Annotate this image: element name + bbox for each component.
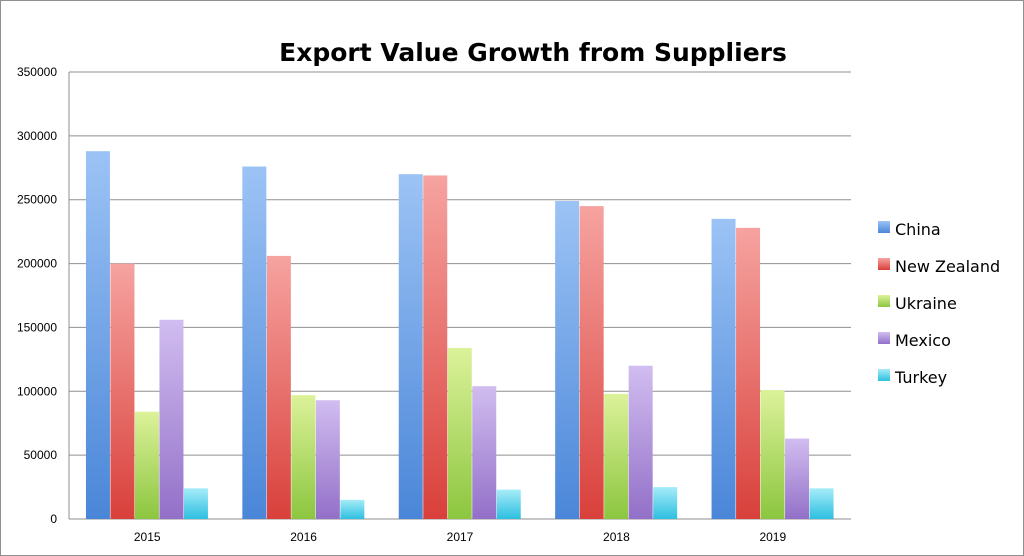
y-tick-label: 150000 — [17, 320, 57, 334]
x-tick-label: 2019 — [759, 530, 786, 544]
legend-label-china: China — [895, 220, 941, 239]
bar-turkey-2019 — [809, 488, 834, 519]
bar-china-2017 — [398, 174, 423, 519]
bars — [85, 151, 834, 519]
bar-ukraine-2019 — [760, 390, 785, 519]
legend-swatch-china — [878, 221, 890, 233]
y-tick-label: 300000 — [17, 129, 57, 143]
bar-china-2015 — [85, 151, 110, 519]
bar-mexico-2017 — [472, 386, 497, 519]
chart-title: Export Value Growth from Suppliers — [279, 38, 787, 67]
y-tick-label: 50000 — [24, 448, 58, 462]
bar-ukraine-2018 — [604, 393, 629, 519]
x-axis-ticks: 2015 2016 2017 2018 2019 — [134, 530, 787, 544]
y-tick-label: 100000 — [17, 384, 57, 398]
y-axis-ticks: 0 50000 100000 150000 200000 250000 300000 3500… — [17, 65, 57, 526]
y-tick-label: 200000 — [17, 257, 57, 271]
legend-swatch-ukraine — [878, 295, 890, 307]
bar-new-zealand-2018 — [579, 206, 604, 519]
legend-label-ukraine: Ukraine — [895, 294, 957, 313]
y-tick-label: 350000 — [17, 65, 57, 79]
legend-label-mexico: Mexico — [895, 331, 951, 350]
x-tick-label: 2015 — [134, 530, 161, 544]
bar-new-zealand-2017 — [423, 175, 448, 519]
bar-new-zealand-2015 — [110, 263, 135, 519]
bar-china-2016 — [242, 166, 267, 519]
legend-swatch-new-zealand — [878, 258, 890, 270]
bar-new-zealand-2016 — [266, 255, 291, 519]
bar-turkey-2017 — [496, 489, 521, 519]
bar-mexico-2018 — [628, 365, 653, 519]
x-tick-label: 2018 — [603, 530, 630, 544]
legend: China New Zealand Ukraine Mexico Turkey — [878, 220, 1000, 387]
bar-mexico-2019 — [785, 438, 810, 519]
legend-swatch-turkey — [878, 369, 890, 381]
bar-mexico-2015 — [159, 319, 184, 519]
bar-mexico-2016 — [315, 400, 340, 519]
x-tick-label: 2016 — [290, 530, 317, 544]
bar-turkey-2018 — [653, 487, 678, 519]
bar-turkey-2015 — [183, 488, 208, 519]
bar-new-zealand-2019 — [736, 227, 761, 519]
bar-china-2018 — [555, 200, 580, 519]
bar-ukraine-2017 — [447, 347, 472, 519]
y-tick-label: 0 — [50, 512, 57, 526]
legend-swatch-mexico — [878, 332, 890, 344]
bar-ukraine-2016 — [291, 395, 316, 519]
legend-label-turkey: Turkey — [894, 368, 947, 387]
bar-china-2019 — [711, 218, 736, 519]
x-tick-label: 2017 — [447, 530, 474, 544]
bar-turkey-2016 — [340, 499, 365, 519]
legend-label-new-zealand: New Zealand — [895, 257, 1000, 276]
y-tick-label: 250000 — [17, 193, 57, 207]
bar-ukraine-2015 — [134, 411, 159, 519]
